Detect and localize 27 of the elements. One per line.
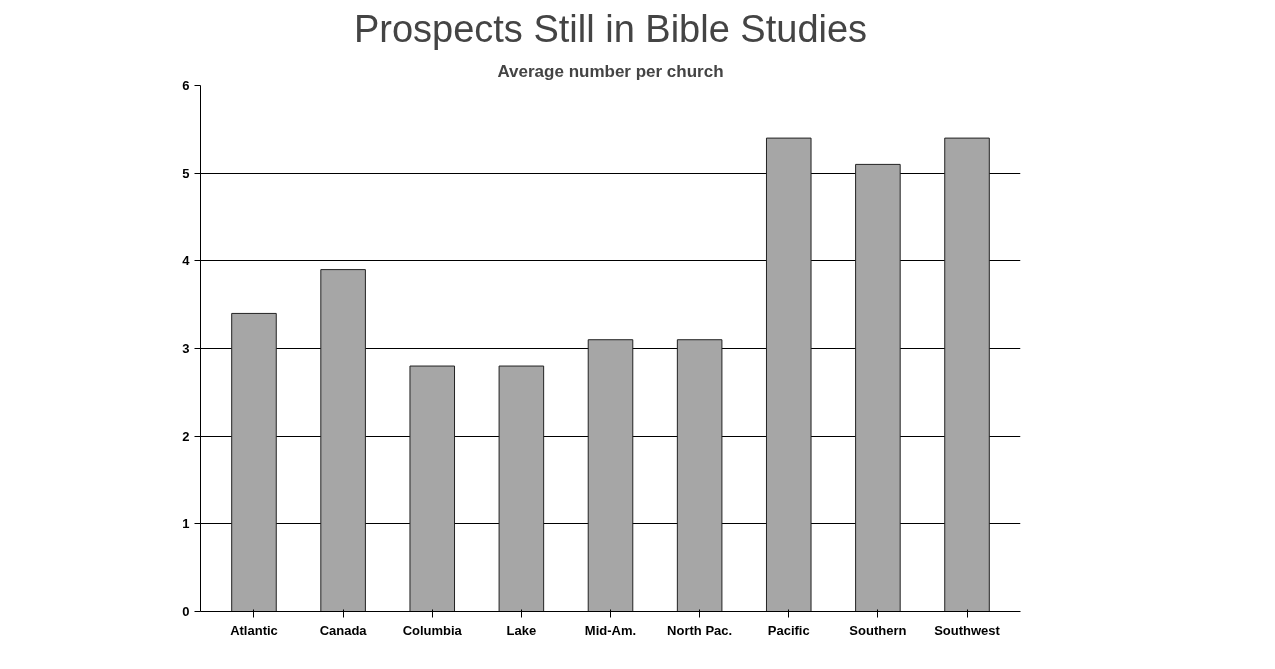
y-tick-label: 0 bbox=[182, 604, 190, 619]
x-tick-label: North Pac. bbox=[667, 622, 733, 638]
x-tick-label: Atlantic bbox=[230, 622, 278, 638]
bar bbox=[855, 163, 901, 612]
x-tick-label: Canada bbox=[319, 622, 368, 638]
y-tick-label: 4 bbox=[182, 253, 191, 269]
bar bbox=[944, 137, 990, 612]
bar bbox=[320, 269, 366, 612]
y-tick-label: 5 bbox=[182, 165, 190, 181]
y-tick-label: 3 bbox=[182, 341, 190, 356]
bar bbox=[498, 365, 545, 612]
y-tick-label: 2 bbox=[182, 428, 190, 444]
chart-title: Prospects Still in Bible Studies bbox=[353, 7, 868, 50]
x-tick-label: Southwest bbox=[934, 622, 1001, 638]
x-tick-label: Mid-Am. bbox=[584, 622, 637, 638]
chart-subtitle: Average number per church bbox=[497, 61, 724, 81]
bar bbox=[231, 312, 277, 612]
bar bbox=[587, 339, 634, 612]
bar bbox=[765, 137, 812, 612]
bar bbox=[676, 339, 723, 612]
y-tick-label: 6 bbox=[182, 78, 190, 93]
bar bbox=[409, 365, 456, 612]
x-tick-label: Pacific bbox=[767, 622, 810, 638]
y-tick-label: 1 bbox=[182, 516, 190, 532]
x-tick-label: Southern bbox=[849, 622, 907, 638]
x-tick-label: Columbia bbox=[402, 622, 463, 638]
x-tick-label: Lake bbox=[506, 622, 537, 638]
